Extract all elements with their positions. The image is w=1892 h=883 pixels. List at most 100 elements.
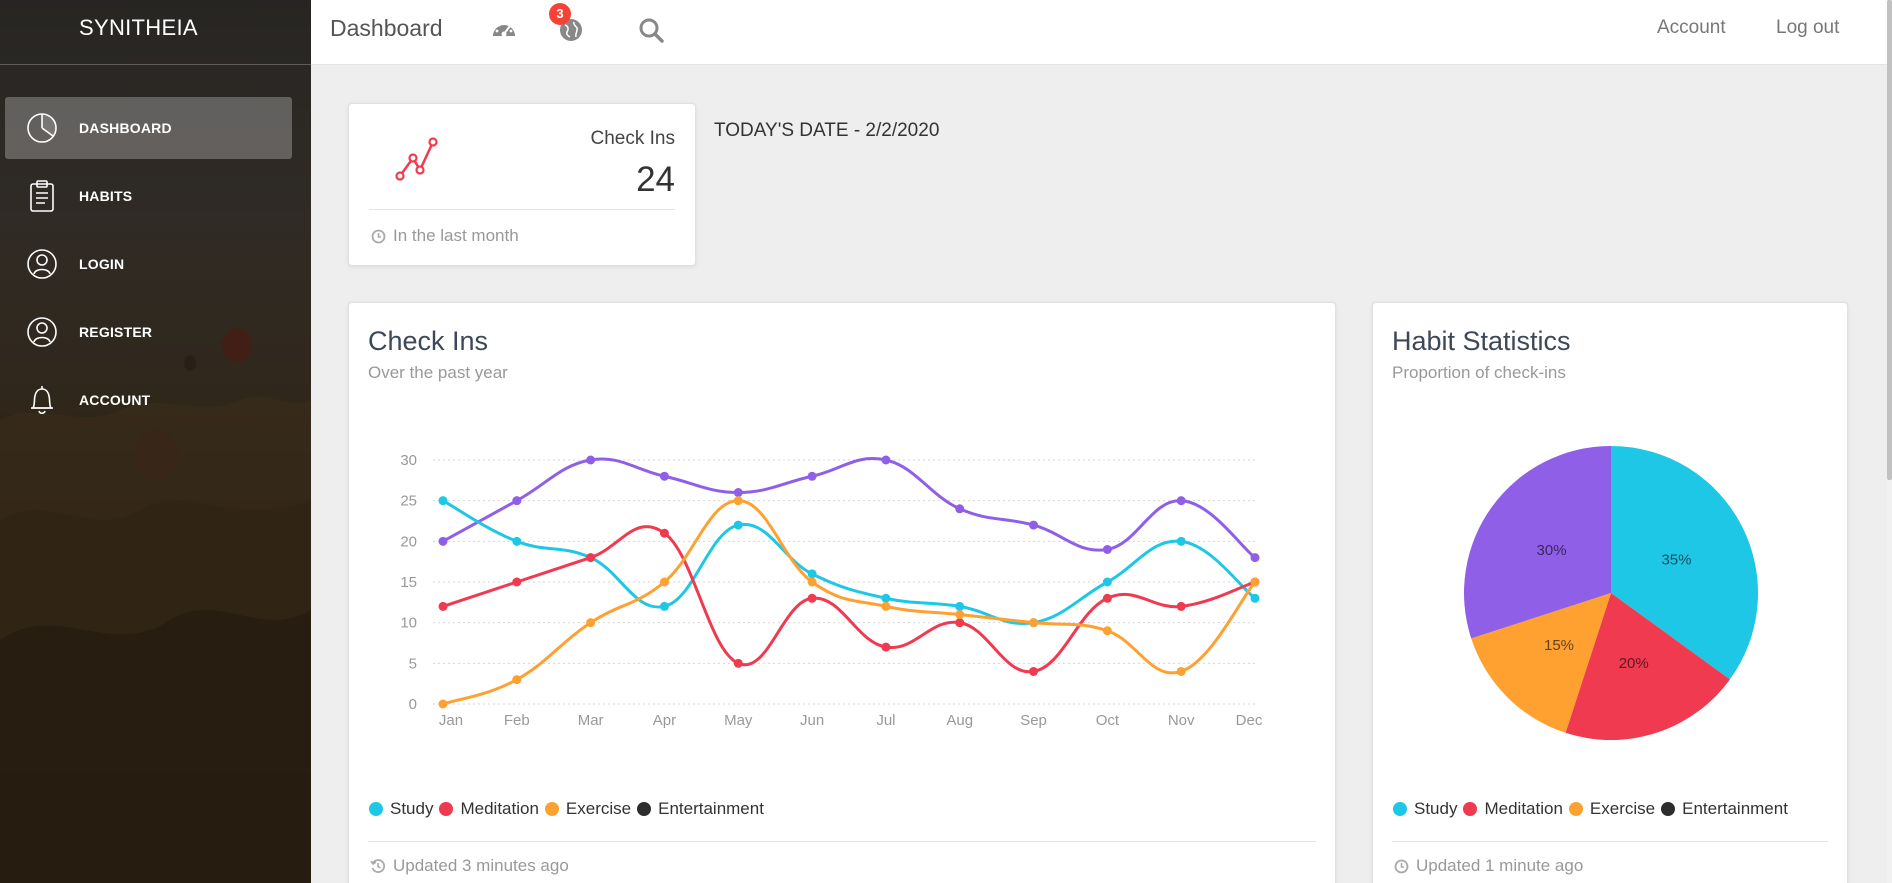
legend-dot [637,802,652,816]
line-chart-icon [395,137,438,181]
legend-label: Exercise [1589,799,1656,818]
x-tick-label: Jul [876,712,895,729]
data-point[interactable] [659,528,669,538]
sidebar-logo[interactable]: SYNITHEIA [0,0,311,65]
x-tick-label: Mar [578,712,604,729]
data-point[interactable] [955,601,965,611]
scrollbar-thumb[interactable] [1887,0,1892,480]
data-point[interactable] [586,455,596,465]
data-point[interactable] [1102,544,1112,554]
data-point[interactable] [955,610,965,620]
sidebar-item-habits[interactable]: HABITS [5,165,292,227]
data-point[interactable] [733,520,743,530]
data-point[interactable] [1029,666,1039,676]
x-tick-label: Aug [946,712,973,729]
data-point[interactable] [1102,577,1112,587]
user-icon [27,249,57,279]
data-point[interactable] [438,536,448,546]
stat-card-divider [369,209,675,210]
pie-slice[interactable] [1464,445,1611,639]
data-point[interactable] [1250,553,1260,563]
data-point[interactable] [733,496,743,506]
data-point[interactable] [1102,593,1112,603]
card-divider [368,841,1316,842]
legend-item: Meditation [1463,799,1563,819]
data-point[interactable] [881,601,891,611]
data-point[interactable] [807,569,817,579]
data-point[interactable] [1176,536,1186,546]
sidebar-item-register[interactable]: REGISTER [5,301,292,363]
page-scrollbar[interactable] [1887,0,1892,883]
globe-icon[interactable] [557,16,585,44]
data-point[interactable] [438,496,448,506]
data-point[interactable] [881,642,891,652]
stat-card-value: 24 [636,160,675,199]
habit-statistics-card: Habit Statistics Proportion of check-ins… [1372,302,1848,883]
data-point[interactable] [733,488,743,498]
bell-icon [31,386,53,415]
data-point[interactable] [1102,626,1112,636]
x-tick-label: Feb [504,712,530,729]
legend-label: Entertainment [1682,799,1788,818]
y-tick-label: 15 [400,574,417,591]
brand-name[interactable]: SYNITHEIA [79,15,198,40]
card-title: Check Ins [368,326,489,356]
clock-icon [1394,859,1409,873]
clipboard-icon [30,180,54,212]
data-point[interactable] [438,601,448,611]
card-divider [1392,841,1828,842]
data-point[interactable] [512,496,522,506]
data-point[interactable] [807,593,817,603]
data-point[interactable] [955,504,965,514]
data-point[interactable] [1029,520,1039,530]
data-point[interactable] [438,699,448,709]
card-subtitle: Proportion of check-ins [1392,363,1566,382]
data-point[interactable] [807,577,817,587]
card-footer-text: Updated 3 minutes ago [393,856,569,875]
x-tick-label: Nov [1168,712,1195,729]
data-point[interactable] [659,577,669,587]
logout-link[interactable]: Log out [1776,17,1840,38]
data-point[interactable] [1176,601,1186,611]
search-icon[interactable] [637,16,665,44]
data-point[interactable] [733,658,743,668]
sidebar-item-login[interactable]: LOGIN [5,233,292,295]
data-point[interactable] [512,675,522,685]
data-point[interactable] [586,618,596,628]
data-point[interactable] [881,455,891,465]
checkins-stat-card: Check Ins 24 In the last month [348,103,696,266]
data-point[interactable] [512,536,522,546]
sidebar-item-account[interactable]: ACCOUNT [5,369,292,431]
data-point[interactable] [586,553,596,563]
data-point[interactable] [1176,666,1186,676]
legend-item: Entertainment [637,799,764,819]
x-tick-label: May [724,712,753,729]
data-point[interactable] [881,593,891,603]
data-point[interactable] [955,618,965,628]
pie-slice-label: 30% [1537,542,1567,559]
y-tick-label: 10 [400,615,417,632]
pie-slice[interactable] [1611,446,1758,680]
data-point[interactable] [1176,496,1186,506]
legend-dot [369,802,383,816]
account-link[interactable]: Account [1657,17,1726,38]
sidebar-item-dashboard[interactable]: DASHBOARD [5,97,292,159]
sidebar: SYNITHEIA DASHBOARD HABITS [0,0,311,883]
chart-legend: Study Meditation Exercise Entertainment [1393,799,1794,819]
pie-slice[interactable] [1565,593,1730,740]
data-point[interactable] [659,601,669,611]
data-point[interactable] [1250,577,1260,587]
y-tick-label: 5 [409,655,417,672]
notification-badge[interactable]: 3 [549,3,571,25]
dashboard-gauge-icon[interactable] [490,16,518,44]
pie-slice[interactable] [1471,593,1611,733]
data-point[interactable] [1029,618,1039,628]
data-point[interactable] [807,471,817,481]
legend-dot [1661,802,1676,816]
stat-card-title: Check Ins [590,128,675,149]
page-title[interactable]: Dashboard [330,15,443,41]
data-point[interactable] [1250,593,1260,603]
data-point[interactable] [659,471,669,481]
data-point[interactable] [512,577,522,587]
pie-chart: 35% 20% 15% 30% [1464,445,1758,740]
